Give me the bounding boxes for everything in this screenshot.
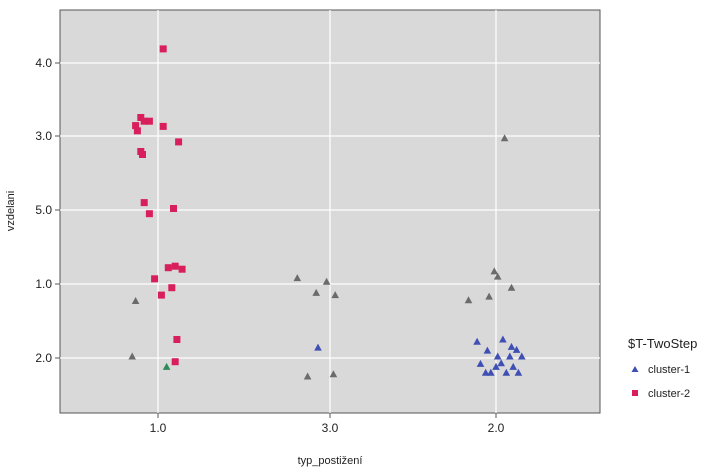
- data-point: [506, 352, 514, 360]
- data-point: [487, 368, 495, 376]
- data-point: [157, 291, 165, 299]
- data-point: [173, 336, 181, 343]
- legend-marker-cluster-2: [632, 390, 638, 396]
- data-point: [293, 274, 302, 282]
- data-point: [175, 138, 183, 146]
- axis-ticks: 1.0 3.0 2.0 2.0 1.0 5.0 3.0 4.0: [35, 56, 504, 435]
- x-tick-label: 1.0: [150, 421, 167, 435]
- data-point: [131, 297, 140, 304]
- data-point: [312, 288, 320, 296]
- data-point: [171, 262, 179, 270]
- data-point: [507, 342, 516, 350]
- y-axis-title: vzdelani: [5, 191, 17, 231]
- data-point: [132, 122, 140, 130]
- data-point: [140, 117, 148, 125]
- data-point: [159, 122, 167, 130]
- y-tick-label: 2.0: [35, 351, 52, 365]
- data-point: [483, 346, 492, 354]
- data-point: [507, 283, 516, 291]
- data-point: [485, 292, 493, 300]
- data-point: [473, 337, 481, 345]
- data-point: [128, 352, 136, 360]
- legend-label-cluster-1: cluster-1: [648, 364, 690, 376]
- data-point: [490, 267, 499, 275]
- data-point: [512, 345, 521, 353]
- data-point: [492, 362, 500, 370]
- data-point: [314, 343, 322, 351]
- data-point: [164, 264, 172, 272]
- y-tick-label: 1.0: [35, 277, 52, 291]
- data-point: [133, 127, 141, 135]
- data-point: [145, 117, 153, 125]
- x-tick-label: 2.0: [488, 421, 505, 435]
- legend-title: $T-TwoStep: [628, 336, 697, 351]
- data-points: [128, 45, 526, 380]
- y-tick-label: 4.0: [35, 56, 52, 70]
- data-point: [481, 368, 490, 376]
- x-tick-label: 3.0: [322, 421, 339, 435]
- data-point: [514, 368, 523, 376]
- data-point: [499, 335, 507, 343]
- legend: $T-TwoStep cluster-1 cluster-2: [628, 336, 697, 400]
- data-point: [497, 359, 505, 367]
- data-point: [493, 272, 502, 280]
- data-point: [145, 210, 153, 218]
- data-point: [178, 265, 186, 273]
- data-point: [502, 368, 511, 376]
- y-tick-label: 3.0: [35, 129, 52, 143]
- data-point: [518, 352, 526, 360]
- data-point: [140, 199, 148, 207]
- data-point: [329, 370, 338, 378]
- data-point: [159, 45, 167, 53]
- data-point: [493, 352, 502, 360]
- data-point: [476, 359, 485, 367]
- y-tick-label: 5.0: [35, 203, 52, 217]
- data-point: [303, 372, 312, 380]
- data-point: [168, 284, 176, 292]
- legend-label-cluster-2: cluster-2: [648, 388, 690, 400]
- data-point: [151, 275, 159, 283]
- data-point: [322, 277, 331, 285]
- data-point: [162, 362, 171, 370]
- gridlines: [60, 10, 600, 413]
- data-point: [137, 114, 145, 121]
- data-point: [500, 134, 509, 142]
- legend-marker-cluster-1: [631, 366, 639, 372]
- data-point: [331, 291, 339, 299]
- data-point: [509, 362, 517, 370]
- data-point: [171, 358, 179, 366]
- data-point: [464, 296, 473, 304]
- data-point: [139, 151, 146, 158]
- x-axis-title: typ_postižení: [298, 455, 363, 467]
- data-point: [170, 205, 177, 212]
